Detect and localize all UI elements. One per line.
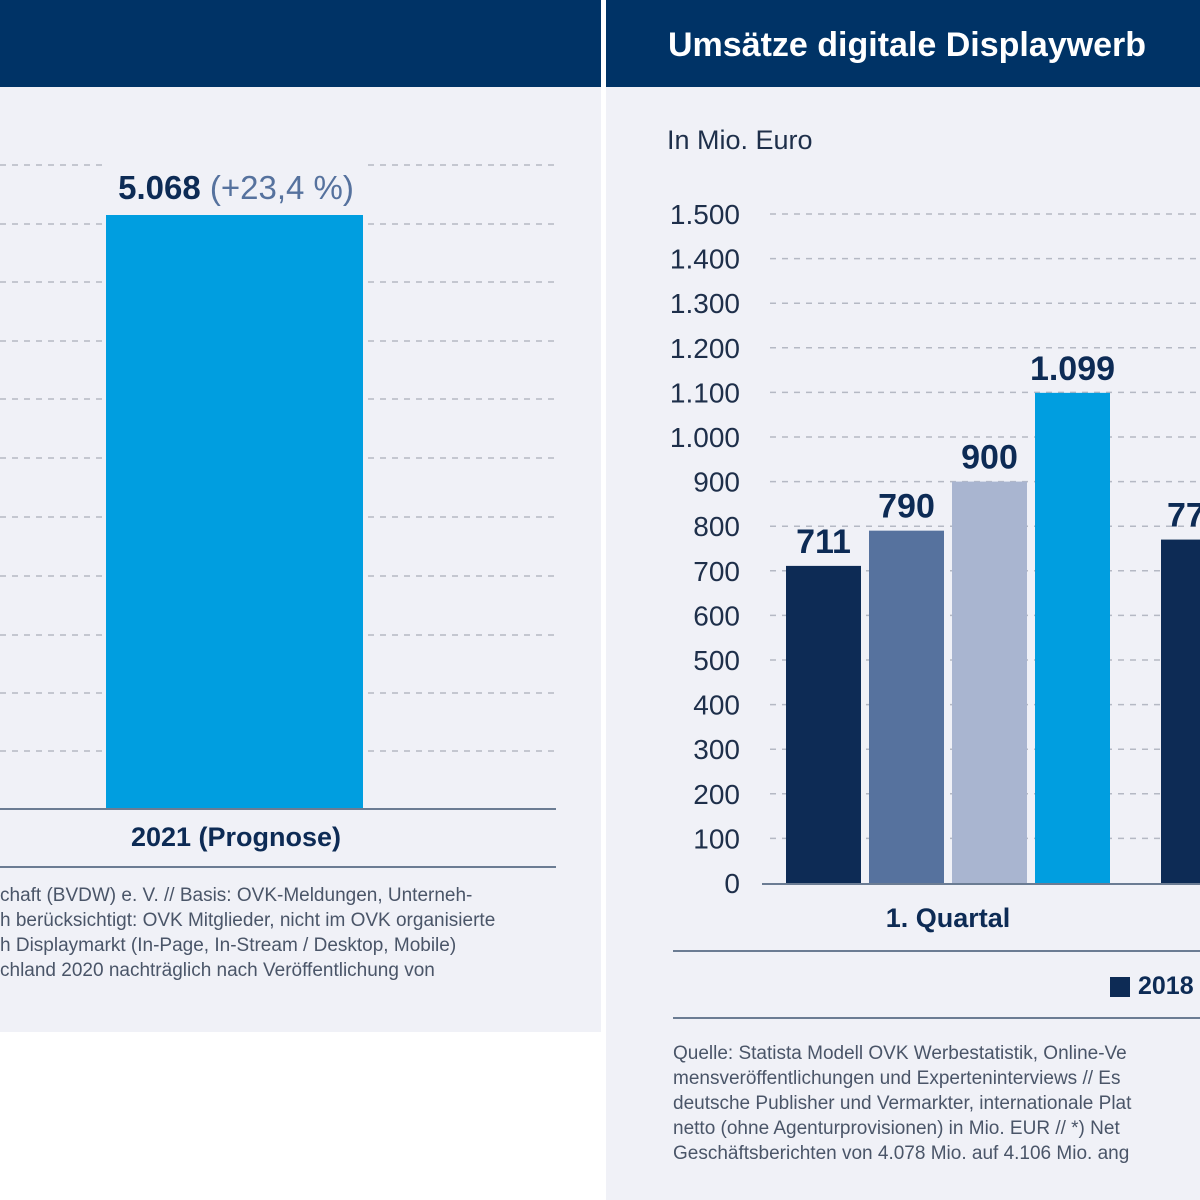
y-tick-label: 1.000 bbox=[670, 422, 740, 453]
right-footnote: Quelle: Statista Modell OVK Werbestatist… bbox=[673, 1041, 1200, 1166]
y-tick-label: 1.400 bbox=[670, 244, 740, 275]
y-tick-label: 1.200 bbox=[670, 333, 740, 364]
left-footnote-line-1: chaft (BVDW) e. V. // Basis: OVK-Meldung… bbox=[0, 885, 473, 906]
y-tick-label: 600 bbox=[693, 600, 740, 631]
y-tick-label: 0 bbox=[724, 868, 740, 899]
y-tick-label: 1.100 bbox=[670, 377, 740, 408]
bar bbox=[1161, 539, 1200, 883]
y-tick-label: 400 bbox=[693, 690, 740, 721]
legend-label-2018: 2018 bbox=[1138, 972, 1194, 1000]
right-footnote-line-2: mensveröffentlichungen und Experteninter… bbox=[673, 1068, 1121, 1089]
data-label: 77 bbox=[1167, 497, 1200, 535]
y-tick-label: 500 bbox=[693, 645, 740, 676]
y-tick-label: 200 bbox=[693, 779, 740, 810]
legend: 2018 bbox=[1110, 972, 1194, 1001]
bar bbox=[106, 215, 363, 808]
left-footnote: chaft (BVDW) e. V. // Basis: OVK-Meldung… bbox=[0, 883, 598, 983]
data-label-value: 5.068 bbox=[118, 169, 210, 206]
bar bbox=[869, 530, 944, 883]
y-tick-label: 1.300 bbox=[670, 288, 740, 319]
y-tick-label: 1.500 bbox=[670, 199, 740, 230]
y-tick-label: 800 bbox=[693, 511, 740, 542]
left-footnote-line-4: chland 2020 nachträglich nach Veröffentl… bbox=[0, 960, 435, 981]
left-footnote-line-3: h Displaymarkt (In-Page, In-Stream / Des… bbox=[0, 935, 457, 956]
y-tick-label: 100 bbox=[693, 823, 740, 854]
unit-label: In Mio. Euro bbox=[667, 125, 813, 155]
data-label: 5.068 (+23,4 %) bbox=[118, 169, 354, 206]
x-category-label: 2021 (Prognose) bbox=[131, 822, 341, 852]
right-footnote-line-1: Quelle: Statista Modell OVK Werbestatist… bbox=[673, 1043, 1127, 1064]
data-label: 1.099 bbox=[1030, 350, 1115, 388]
right-footnote-line-3: deutsche Publisher und Vermarkter, inter… bbox=[673, 1093, 1132, 1114]
data-label: 711 bbox=[796, 523, 851, 561]
legend-swatch-2018 bbox=[1110, 976, 1130, 997]
x-category-label: 1. Quartal bbox=[886, 903, 1011, 933]
right-panel-title: Umsätze digitale Displaywerb bbox=[668, 26, 1147, 64]
y-tick-label: 700 bbox=[693, 556, 740, 587]
data-label: 790 bbox=[878, 488, 935, 526]
bar bbox=[952, 481, 1027, 883]
bar bbox=[786, 565, 861, 883]
right-panel-header: Umsätze digitale Displaywerb bbox=[606, 0, 1200, 87]
y-tick-label: 900 bbox=[693, 467, 740, 498]
bar bbox=[1035, 392, 1110, 883]
right-footnote-line-5: Geschäftsberichten von 4.078 Mio. auf 4.… bbox=[673, 1143, 1130, 1164]
data-label: 900 bbox=[961, 439, 1018, 477]
left-panel-header bbox=[0, 0, 601, 87]
data-label-change: (+23,4 %) bbox=[210, 169, 354, 206]
y-tick-label: 300 bbox=[693, 734, 740, 765]
left-footnote-line-2: h berücksichtigt: OVK Mitglieder, nicht … bbox=[0, 910, 496, 931]
right-footnote-line-4: netto (ohne Agenturprovisionen) in Mio. … bbox=[673, 1118, 1120, 1139]
